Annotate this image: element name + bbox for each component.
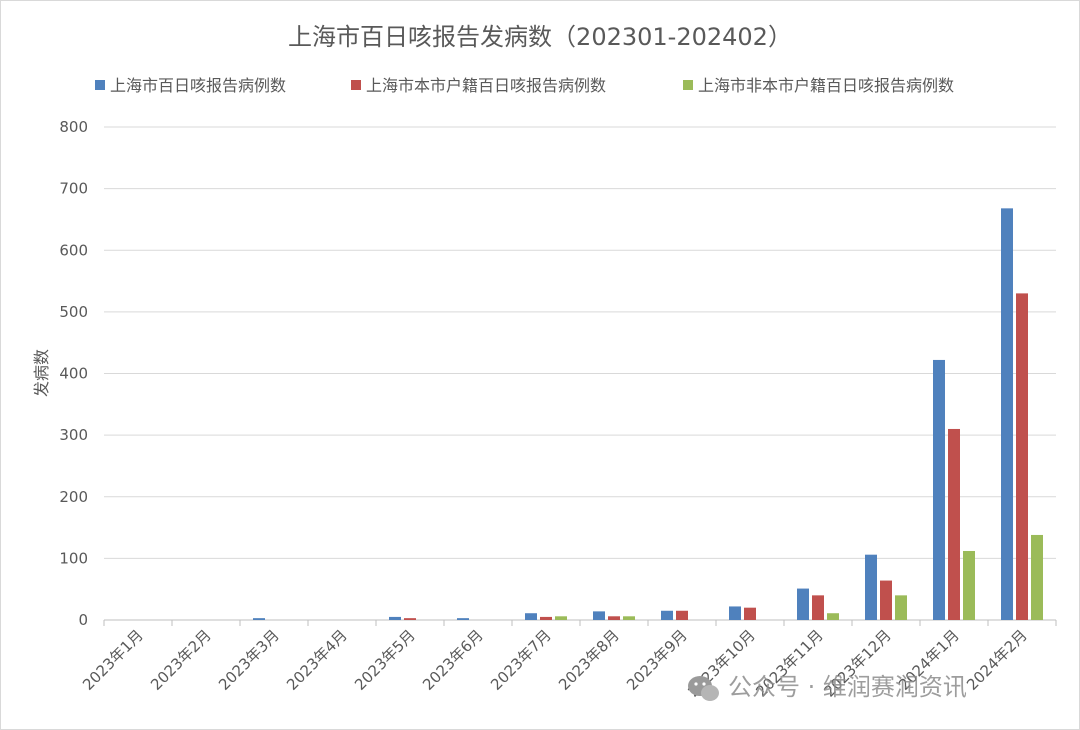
bar <box>593 611 605 620</box>
x-tick-label: 2023年7月 <box>487 626 555 694</box>
bar <box>608 616 620 620</box>
bar <box>1016 293 1028 620</box>
bar <box>797 588 809 620</box>
y-axis-ticks: 0 100 200 300 400 500 600 700 800 <box>59 118 88 629</box>
legend-label: 上海市百日咳报告病例数 <box>110 76 286 95</box>
y-tick-label: 300 <box>59 426 88 444</box>
y-tick-label: 100 <box>59 549 88 567</box>
y-tick-label: 400 <box>59 365 88 383</box>
y-tick-label: 0 <box>78 611 88 629</box>
bar <box>661 610 673 620</box>
bar <box>948 428 960 620</box>
bar <box>555 616 567 620</box>
y-axis-label: 发病数 <box>32 349 51 397</box>
legend-swatch <box>95 80 105 90</box>
bar <box>404 618 416 620</box>
gridlines <box>104 126 1056 621</box>
y-tick-label: 500 <box>59 303 88 321</box>
x-tick-label: 2023年4月 <box>283 626 351 694</box>
bar <box>729 606 741 620</box>
watermark-text: 公众号 · 维润赛润资讯 <box>728 673 967 701</box>
y-tick-label: 800 <box>59 118 88 136</box>
bar <box>1001 208 1013 620</box>
legend: 上海市百日咳报告病例数 上海市本市户籍百日咳报告病例数 上海市非本市户籍百日咳报告病… <box>95 76 954 95</box>
bar <box>457 618 469 620</box>
x-tick-label: 2023年5月 <box>351 626 419 694</box>
bar <box>812 595 824 620</box>
bars <box>253 208 1043 620</box>
watermark: 公众号 · 维润赛润资讯 <box>688 673 967 701</box>
x-tick-label: 2023年9月 <box>623 626 691 694</box>
bar <box>676 610 688 620</box>
bar <box>525 613 537 620</box>
x-tick-label: 2023年8月 <box>555 626 623 694</box>
x-tick-label: 2023年1月 <box>79 626 147 694</box>
bar <box>827 613 839 620</box>
bar <box>623 616 635 620</box>
y-tick-label: 200 <box>59 488 88 506</box>
y-tick-label: 700 <box>59 180 88 198</box>
chart-title: 上海市百日咳报告发病数（202301-202402） <box>288 23 792 51</box>
x-tick-label: 2024年2月 <box>963 626 1031 694</box>
bar <box>963 550 975 620</box>
bar <box>744 607 756 620</box>
bar <box>880 580 892 620</box>
bar <box>540 616 552 620</box>
x-tick-label: 2023年2月 <box>147 626 215 694</box>
bar <box>865 554 877 620</box>
bar <box>933 359 945 620</box>
bar <box>1031 534 1043 620</box>
wechat-icon <box>688 676 719 701</box>
x-tick-label: 2023年3月 <box>215 626 283 694</box>
bar <box>389 616 401 620</box>
legend-label: 上海市本市户籍百日咳报告病例数 <box>366 76 606 95</box>
legend-swatch <box>351 80 361 90</box>
bar <box>253 618 265 620</box>
y-tick-label: 600 <box>59 241 88 259</box>
legend-label: 上海市非本市户籍百日咳报告病例数 <box>698 76 954 95</box>
x-tick-label: 2023年6月 <box>419 626 487 694</box>
bar <box>895 595 907 620</box>
legend-swatch <box>683 80 693 90</box>
